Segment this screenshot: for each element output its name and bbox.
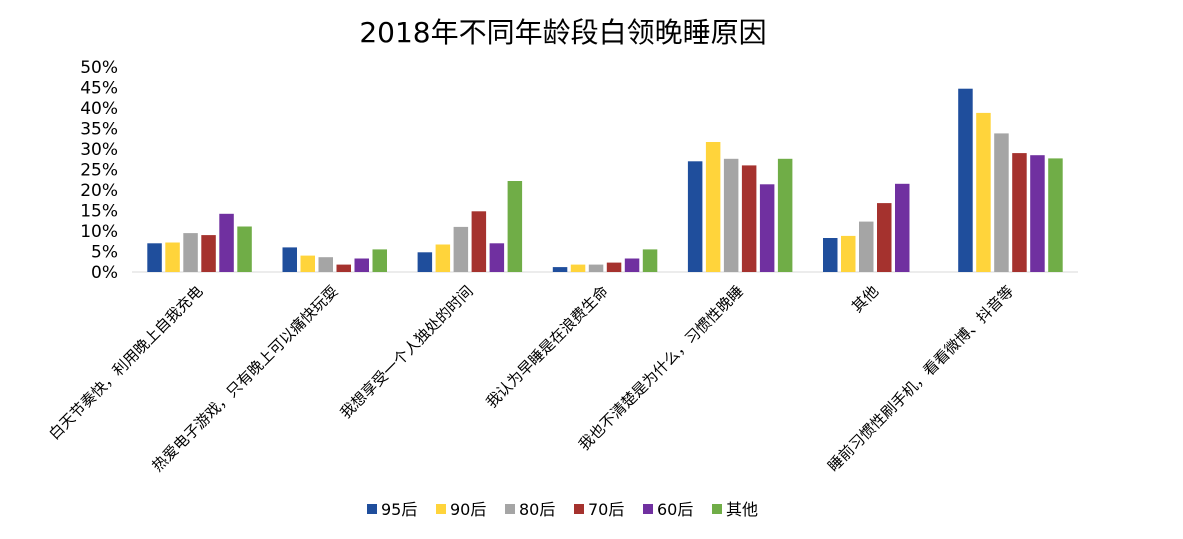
legend-label: 70后 xyxy=(588,500,624,519)
bar xyxy=(877,203,892,272)
legend-swatch xyxy=(643,504,653,514)
legend: 95后 90后 80后 70后 60后 其他 xyxy=(367,500,758,519)
bar xyxy=(859,221,874,272)
bar xyxy=(237,226,252,272)
bar xyxy=(336,264,351,272)
bar xyxy=(147,243,162,272)
legend-label: 60后 xyxy=(657,500,693,519)
y-tick-label: 30% xyxy=(80,140,118,160)
bar xyxy=(300,255,315,272)
bar xyxy=(354,258,369,272)
bar xyxy=(624,258,640,272)
bar xyxy=(976,112,991,273)
bar xyxy=(435,244,451,272)
category-label: 我也不清楚是为什么，习惯性晚睡 xyxy=(575,282,747,454)
bar xyxy=(958,88,973,272)
bar xyxy=(588,264,604,272)
category-label: 我认为早睡是在浪费生命 xyxy=(482,282,611,411)
bar xyxy=(183,233,198,272)
y-tick-label: 10% xyxy=(80,222,118,242)
bar xyxy=(570,264,586,272)
y-axis: 0%5%10%15%20%25%30%35%40%45%50% xyxy=(80,58,118,283)
legend-swatch xyxy=(436,504,446,514)
y-tick-label: 40% xyxy=(80,99,118,119)
legend-label: 95后 xyxy=(381,500,417,519)
legend-label: 90后 xyxy=(450,500,486,519)
bar xyxy=(895,183,910,272)
y-tick-label: 45% xyxy=(80,79,118,99)
bar xyxy=(723,158,739,272)
y-tick-label: 15% xyxy=(80,202,118,222)
bar xyxy=(994,133,1009,272)
bar xyxy=(759,184,775,272)
bar xyxy=(705,142,721,272)
category-label: 其他 xyxy=(848,282,882,316)
bar xyxy=(841,235,856,272)
legend-label: 其他 xyxy=(726,500,758,519)
bar xyxy=(372,249,387,272)
bar xyxy=(1048,158,1063,272)
bar xyxy=(1012,153,1027,272)
bar xyxy=(489,243,505,272)
bar xyxy=(201,235,216,272)
bars xyxy=(147,88,1063,273)
y-tick-label: 50% xyxy=(80,58,118,78)
bar xyxy=(282,247,297,272)
bar xyxy=(507,181,523,272)
bar xyxy=(471,211,487,272)
bar xyxy=(417,252,433,272)
category-label: 睡前习惯性刷手机，看看微博、抖音等 xyxy=(824,282,1017,475)
bar xyxy=(318,257,333,272)
legend-swatch xyxy=(505,504,515,514)
category-label: 我想享受一个人独处的时间 xyxy=(337,282,477,422)
y-tick-label: 20% xyxy=(80,181,118,201)
category-label: 白天节奏快，利用晚上自我充电 xyxy=(45,282,206,443)
bar xyxy=(741,165,757,272)
y-tick-label: 0% xyxy=(91,263,118,283)
bar xyxy=(1030,155,1045,272)
bar xyxy=(642,249,658,272)
bar xyxy=(687,161,703,272)
chart-title: 2018年不同年龄段白领晚睡原因 xyxy=(359,16,766,49)
x-axis: 白天节奏快，利用晚上自我充电热爱电子游戏，只有晚上可以痛快玩耍我想享受一个人独处… xyxy=(45,282,1017,475)
y-tick-label: 5% xyxy=(91,243,118,263)
legend-label: 80后 xyxy=(519,500,555,519)
legend-swatch xyxy=(367,504,377,514)
bar xyxy=(777,158,793,272)
bar xyxy=(219,213,234,272)
bar xyxy=(165,242,180,272)
y-tick-label: 35% xyxy=(80,120,118,140)
bar xyxy=(453,226,469,272)
bar xyxy=(823,238,838,272)
y-tick-label: 25% xyxy=(80,161,118,181)
legend-swatch xyxy=(574,504,584,514)
legend-swatch xyxy=(712,504,722,514)
bar xyxy=(552,267,568,272)
bar xyxy=(606,262,622,272)
